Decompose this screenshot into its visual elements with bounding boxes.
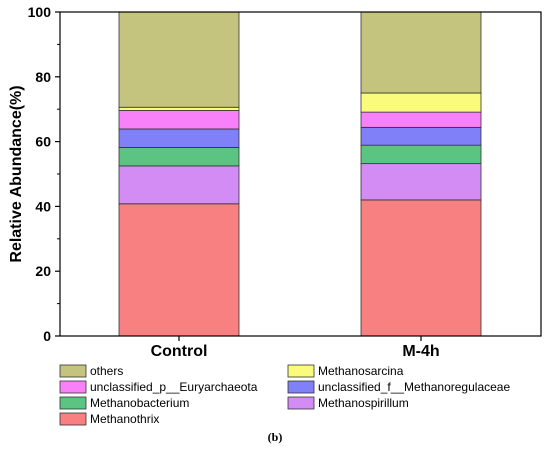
bar-segment-m-4h-methanothrix — [360, 199, 482, 337]
bars-layer — [118, 11, 482, 337]
y-tick-label-0: 0 — [43, 328, 51, 344]
x-tick-label-control: Control — [151, 343, 208, 360]
legend-label-methanobacterium: Methanobacterium — [90, 396, 189, 410]
legend-label-methanothrix: Methanothrix — [90, 412, 159, 426]
legend-swatch-others — [59, 364, 87, 378]
bar-segment-control-unclassified-p-euryarchaeota — [118, 110, 240, 130]
legend-label-others: others — [90, 364, 123, 378]
y-tick-label-20: 20 — [35, 263, 51, 279]
bar-segment-control-methanobacterium — [118, 147, 240, 167]
legend: others Methanosarcina unclassified_p__Eury… — [59, 364, 510, 426]
legend-label-unclassified-f-methanoregulaceae: unclassified_f__Methanoregulaceae — [318, 380, 510, 394]
y-tick-label-40: 40 — [35, 198, 51, 214]
legend-swatch-methanothrix — [59, 412, 87, 426]
bar-segment-control-unclassified-f-methanoregulaceae — [118, 128, 240, 148]
y-tick-label-60: 60 — [35, 134, 51, 150]
legend-label-methanosarcina: Methanosarcina — [318, 364, 404, 378]
bar-segment-m-4h-methanobacterium — [360, 144, 482, 165]
y-tick-label-80: 80 — [35, 69, 51, 85]
bar-segment-control-methanothrix — [118, 203, 240, 337]
legend-swatch-methanospirillum — [287, 396, 315, 410]
bar-segment-control-others — [118, 11, 240, 108]
bar-segment-m-4h-unclassified-p-euryarchaeota — [360, 111, 482, 128]
axes-layer: 0 20 40 60 80 100 Control M-4h — [28, 4, 542, 360]
y-tick-label-100: 100 — [28, 4, 52, 20]
x-tick-label-m-4h: M-4h — [402, 343, 439, 360]
y-axis-title: Relative Abundance(%) — [8, 85, 25, 262]
legend-swatch-methanosarcina — [287, 364, 315, 378]
bar-segment-m-4h-methanospirillum — [360, 163, 482, 201]
legend-swatch-unclassified-f-methanoregulaceae — [287, 380, 315, 394]
legend-label-methanospirillum: Methanospirillum — [318, 396, 409, 410]
legend-swatch-unclassified-p-euryarchaeota — [59, 380, 87, 394]
bar-segment-control-methanospirillum — [118, 165, 240, 205]
legend-label-unclassified-p-euryarchaeota: unclassified_p__Euryarchaeota — [90, 380, 258, 394]
bar-segment-m-4h-methanosarcina — [360, 92, 482, 113]
bar-segment-control-methanosarcina — [118, 106, 240, 111]
figure-caption: (b) — [268, 430, 283, 444]
legend-swatch-methanobacterium — [59, 396, 87, 410]
bar-segment-m-4h-unclassified-f-methanoregulaceae — [360, 126, 482, 146]
bar-segment-m-4h-others — [360, 11, 482, 94]
